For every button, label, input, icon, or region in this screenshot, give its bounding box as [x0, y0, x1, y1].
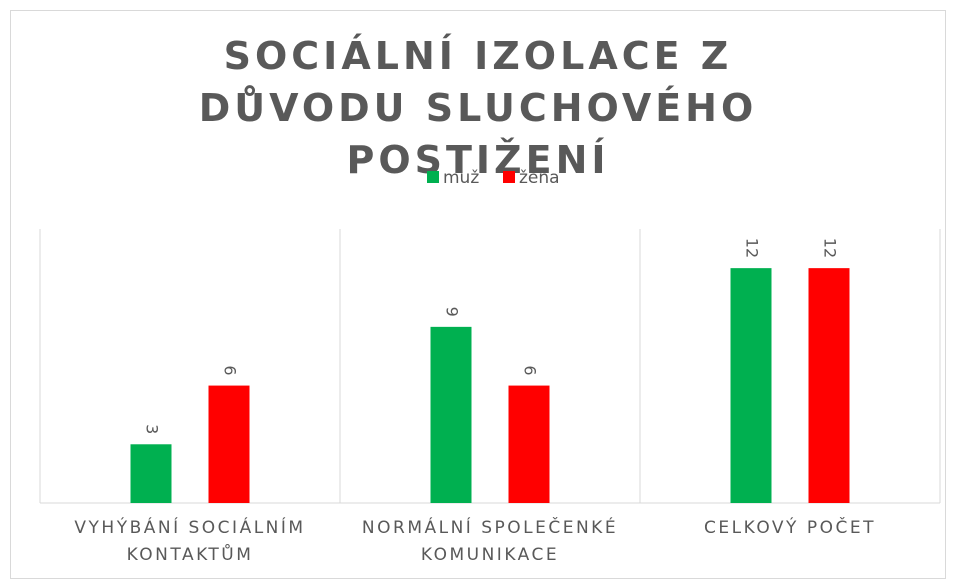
- legend-label: žena: [519, 168, 560, 188]
- x-tick-label: VYHÝBÁNÍ SOCIÁLNÍM KONTAKTŮM: [74, 518, 306, 565]
- legend-swatch: [503, 171, 515, 183]
- x-tick-label: CELKOVÝ POČET: [704, 518, 876, 538]
- chart-frame: [10, 10, 946, 579]
- bar: [208, 385, 250, 503]
- bar: [130, 444, 172, 503]
- chart-title: SOCIÁLNÍ IZOLACE Z DŮVODU SLUCHOVÉHO POS…: [198, 34, 758, 182]
- data-label: 12: [821, 238, 840, 258]
- data-label: 12: [743, 238, 762, 258]
- bar: [730, 268, 772, 503]
- data-label: 9: [443, 307, 462, 317]
- bar: [430, 326, 472, 503]
- legend-label: muž: [443, 168, 479, 188]
- data-label: 3: [143, 424, 162, 434]
- bar: [808, 268, 850, 503]
- bar: [508, 385, 550, 503]
- x-tick-label: NORMÁLNÍ SPOLEČENKÉ KOMUNIKACE: [361, 518, 619, 565]
- legend-swatch: [427, 171, 439, 183]
- data-label: 6: [521, 365, 540, 375]
- data-label: 6: [221, 365, 240, 375]
